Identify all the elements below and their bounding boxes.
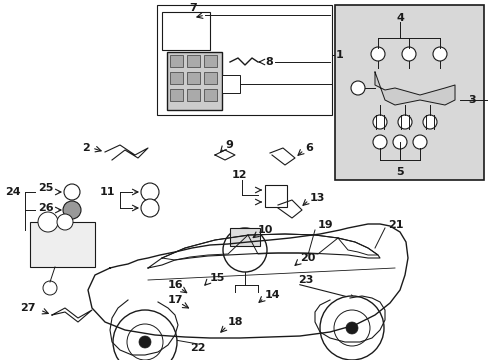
Text: 14: 14 <box>264 290 280 300</box>
Text: 21: 21 <box>387 220 403 230</box>
Bar <box>203 55 217 67</box>
Text: 15: 15 <box>209 273 225 283</box>
Circle shape <box>319 296 383 360</box>
Text: 1: 1 <box>335 50 343 60</box>
Circle shape <box>57 214 73 230</box>
Text: 6: 6 <box>305 143 312 153</box>
Text: 8: 8 <box>264 57 272 67</box>
Bar <box>203 72 217 84</box>
Circle shape <box>422 115 436 129</box>
Bar <box>334 5 483 180</box>
Circle shape <box>38 212 58 232</box>
Circle shape <box>397 115 411 129</box>
Circle shape <box>432 47 446 61</box>
Text: 5: 5 <box>395 167 403 177</box>
Circle shape <box>412 135 426 149</box>
Text: 25: 25 <box>38 183 53 193</box>
Text: 26: 26 <box>38 203 54 213</box>
Text: 16: 16 <box>168 280 183 290</box>
Text: 22: 22 <box>190 343 205 353</box>
Text: 11: 11 <box>100 187 115 197</box>
Bar <box>203 89 217 101</box>
Bar <box>222 75 240 93</box>
Text: 17: 17 <box>168 295 183 305</box>
Circle shape <box>370 47 384 61</box>
Polygon shape <box>374 72 454 105</box>
Text: 24: 24 <box>5 187 20 197</box>
Bar <box>170 55 183 67</box>
Text: 4: 4 <box>395 13 403 23</box>
Bar <box>170 72 183 84</box>
Text: 20: 20 <box>299 253 315 263</box>
Text: 7: 7 <box>189 3 197 13</box>
Circle shape <box>333 310 369 346</box>
Circle shape <box>401 47 415 61</box>
Circle shape <box>392 135 406 149</box>
Text: 18: 18 <box>227 317 243 327</box>
Circle shape <box>141 199 159 217</box>
Circle shape <box>127 324 163 360</box>
Text: 2: 2 <box>82 143 90 153</box>
Bar <box>30 222 95 267</box>
Circle shape <box>64 184 80 200</box>
Text: 12: 12 <box>231 170 247 180</box>
Text: 13: 13 <box>309 193 325 203</box>
Bar <box>186 89 200 101</box>
Bar <box>186 72 200 84</box>
Bar <box>229 228 260 246</box>
Text: 23: 23 <box>297 275 313 285</box>
Circle shape <box>350 81 364 95</box>
Bar <box>186 55 200 67</box>
Circle shape <box>372 135 386 149</box>
Circle shape <box>346 322 357 334</box>
Bar <box>264 185 286 207</box>
Text: 9: 9 <box>224 140 232 150</box>
Text: 10: 10 <box>258 225 273 235</box>
Circle shape <box>223 228 266 272</box>
Bar <box>167 52 222 110</box>
Circle shape <box>113 310 177 360</box>
Circle shape <box>43 281 57 295</box>
Circle shape <box>63 201 81 219</box>
Circle shape <box>372 115 386 129</box>
Text: 19: 19 <box>317 220 333 230</box>
Text: 3: 3 <box>467 95 475 105</box>
Circle shape <box>141 183 159 201</box>
Bar <box>162 12 209 50</box>
Bar <box>157 5 331 115</box>
Circle shape <box>139 336 151 348</box>
Bar <box>170 89 183 101</box>
Text: 27: 27 <box>20 303 36 313</box>
